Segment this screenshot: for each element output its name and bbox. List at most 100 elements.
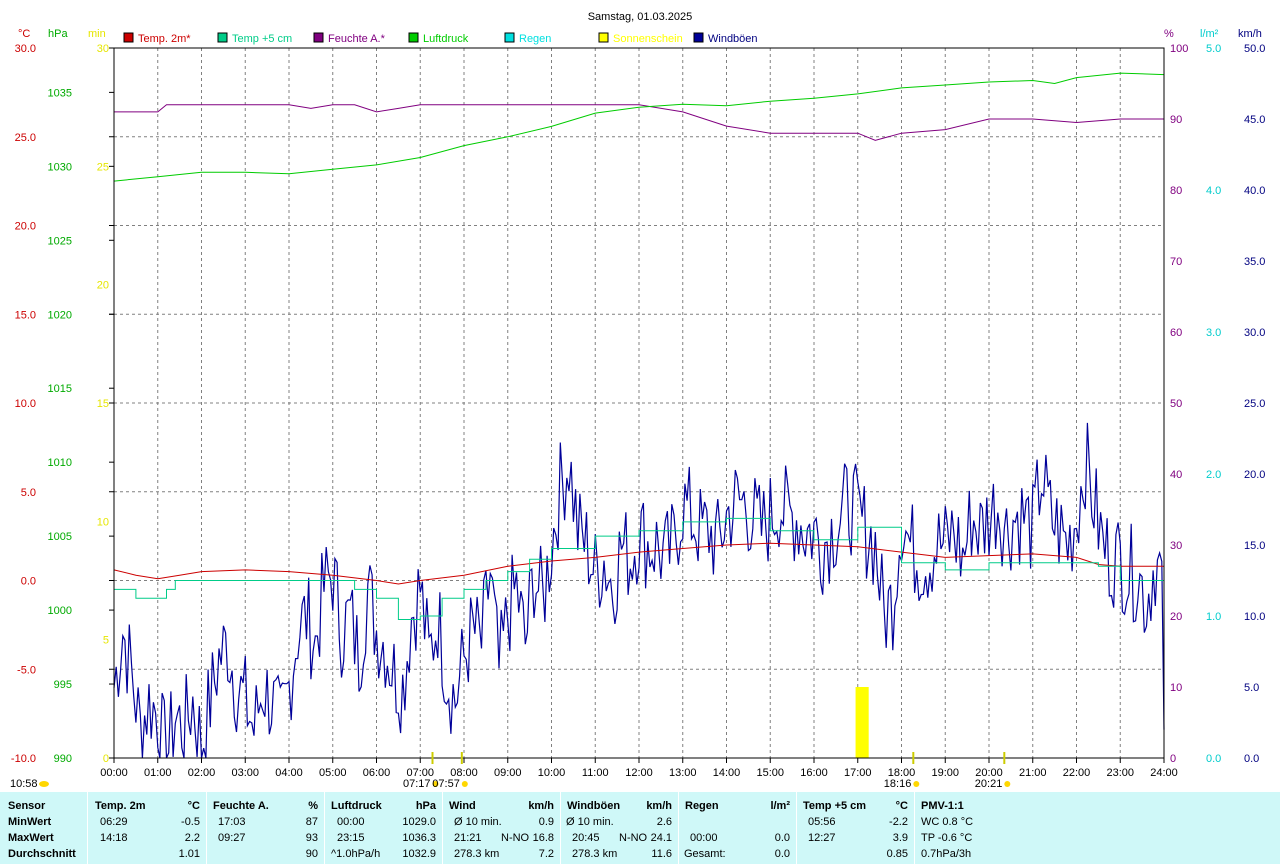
- tick-label-x: 19:00: [931, 767, 959, 779]
- row-label-max: MaxWert: [8, 832, 54, 844]
- tick-label-wind: 50.0: [1244, 43, 1265, 55]
- header-pmv: PMV-1:1: [921, 800, 964, 812]
- tick-label-rain: 4.0: [1206, 185, 1221, 197]
- tick-label-pressure: 1010: [48, 457, 72, 469]
- tick-label-rain: 0.0: [1206, 753, 1221, 765]
- min-wind-value: 0.9: [538, 816, 554, 828]
- tick-label-temp: 15.0: [15, 309, 36, 321]
- tick-label-x: 16:00: [800, 767, 828, 779]
- tick-label-humidity: 60: [1170, 327, 1182, 339]
- tick-label-x: 18:00: [888, 767, 916, 779]
- avg-gust-distance: 278.3 km: [572, 848, 618, 860]
- header-temp5: Temp +5 cm: [803, 800, 867, 812]
- tick-label-sun: 15: [97, 398, 109, 410]
- tick-label-humidity: 90: [1170, 114, 1182, 126]
- tick-label-pressure: 1030: [48, 161, 72, 173]
- min-hum-value: 87: [305, 816, 318, 828]
- divider: [206, 792, 207, 864]
- max-temp-time: 14:18: [100, 832, 128, 844]
- weather-chart: Samstag, 01.03.2025 °C hPa min% l/m² km/h Te…: [10, 11, 1265, 790]
- stats-table: Sensor Temp. 2m °C Feuchte A. % Luftdruc…: [0, 792, 1280, 864]
- sunshine-bars: [855, 687, 869, 758]
- tick-label-humidity: 20: [1170, 611, 1182, 623]
- data-lines: [113, 72, 1165, 759]
- header-sensor: Sensor: [8, 800, 46, 812]
- tick-label-wind: 35.0: [1244, 256, 1265, 268]
- min-gust-label: Ø 10 min.: [566, 816, 614, 828]
- tick-label-pressure: 1000: [48, 605, 72, 617]
- avg-press-trend: ^1.0hPa/h: [331, 848, 381, 860]
- tick-label-humidity: 40: [1170, 469, 1182, 481]
- sun-icon: [1004, 781, 1011, 787]
- tick-label-x: 03:00: [231, 767, 259, 779]
- divider: [324, 792, 325, 864]
- tick-label-wind: 45.0: [1244, 114, 1265, 126]
- tick-label-humidity: 50: [1170, 398, 1182, 410]
- tick-label-sun: 10: [97, 516, 109, 528]
- tick-label-x: 11:00: [582, 767, 609, 779]
- min-wind-label: Ø 10 min.: [454, 816, 502, 828]
- marker-label: 07:57: [432, 778, 460, 790]
- header-humidity: Feuchte A.: [213, 800, 269, 812]
- tick-label-wind: 0.0: [1244, 753, 1259, 765]
- max-temp-value: 2.2: [184, 832, 200, 844]
- tick-label-rain: 3.0: [1206, 327, 1221, 339]
- tick-label-wind: 10.0: [1244, 611, 1265, 623]
- sun-icon: [432, 781, 439, 787]
- legend-label: Sonnenschein: [613, 33, 683, 45]
- header-rain: Regen: [685, 800, 719, 812]
- avg-wind-value: 7.2: [538, 848, 554, 860]
- min-press-time: 00:00: [337, 816, 365, 828]
- tick-label-temp: 20.0: [15, 221, 36, 233]
- avg-temp5-value: 0.85: [886, 848, 908, 860]
- tick-label-x: 15:00: [756, 767, 784, 779]
- marker-label: 07:17: [403, 778, 431, 790]
- header-temp-unit: °C: [187, 800, 200, 812]
- tick-label-x: 13:00: [669, 767, 697, 779]
- tick-label-x: 05:00: [319, 767, 347, 779]
- x-axis: 00:00 01:00 02:00 03:00 04:00 05:00 06:00 07:00…: [100, 758, 1178, 779]
- unit-temp: °C: [18, 28, 30, 40]
- tick-label-humidity: 0: [1170, 753, 1176, 765]
- tick-label-sun: 20: [97, 280, 109, 292]
- avg-wind-distance: 278.3 km: [454, 848, 500, 860]
- sun-icon: [913, 781, 920, 787]
- max-rain-value: 0.0: [774, 832, 790, 844]
- tick-label-x: 10:00: [538, 767, 566, 779]
- legend-swatch: [408, 32, 419, 43]
- divider: [560, 792, 561, 864]
- tick-label-wind: 5.0: [1244, 682, 1259, 694]
- sun-icon: [461, 781, 468, 787]
- header-wind: Wind: [449, 800, 476, 812]
- max-hum-value: 93: [305, 832, 318, 844]
- row-label-avg: Durchschnitt: [8, 848, 76, 860]
- legend-swatch: [693, 32, 704, 43]
- tick-label-wind: 25.0: [1244, 398, 1265, 410]
- series-line: [113, 72, 1165, 182]
- header-rain-unit: l/m²: [770, 800, 790, 812]
- tick-label-wind: 20.0: [1244, 469, 1265, 481]
- avg-temp-value: 1.01: [178, 848, 200, 860]
- row-label-min: MinWert: [8, 816, 52, 828]
- min-gust-value: 2.6: [656, 816, 672, 828]
- tick-label-temp: 10.0: [15, 398, 36, 410]
- tick-label-rain: 1.0: [1206, 611, 1221, 623]
- min-temp-time: 06:29: [100, 816, 128, 828]
- unit-sun: min: [88, 28, 106, 40]
- tick-label-wind: 40.0: [1244, 185, 1265, 197]
- max-press-time: 23:15: [337, 832, 365, 844]
- max-temp5-time: 12:27: [808, 832, 836, 844]
- unit-humidity: %: [1164, 28, 1174, 40]
- header-gust-unit: km/h: [646, 800, 672, 812]
- tick-label-pressure: 1025: [48, 235, 72, 247]
- min-hum-time: 17:03: [218, 816, 246, 828]
- min-pmv: WC 0.8 °C: [921, 816, 974, 828]
- header-pressure-unit: hPa: [415, 800, 436, 812]
- tick-label-wind: 15.0: [1244, 540, 1265, 552]
- legend-label: Luftdruck: [423, 33, 469, 45]
- tick-label-x: 23:00: [1106, 767, 1134, 779]
- divider: [87, 792, 88, 864]
- tick-label-pressure: 990: [54, 753, 72, 765]
- max-gust-dir: N-NO: [619, 832, 648, 844]
- legend-swatch: [504, 32, 515, 43]
